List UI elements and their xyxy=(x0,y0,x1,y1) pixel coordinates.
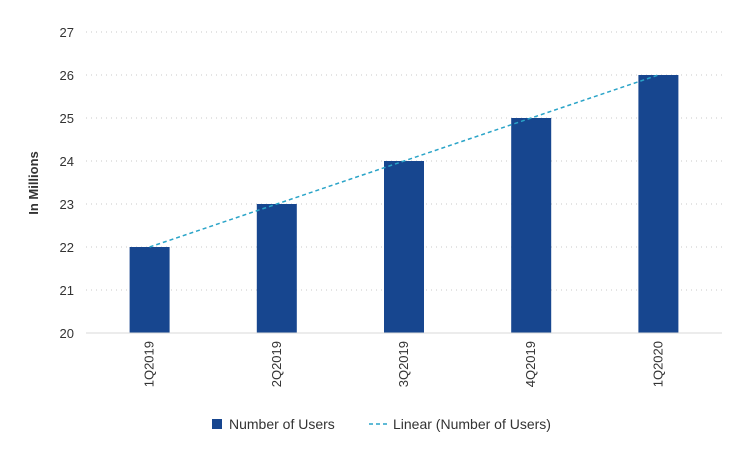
y-tick-label: 27 xyxy=(60,25,74,40)
x-tick-label: 2Q2019 xyxy=(269,341,284,387)
bar-1q2020 xyxy=(638,75,679,333)
x-tick-label: 3Q2019 xyxy=(396,341,411,387)
gridlines xyxy=(86,31,722,291)
bar-4q2019 xyxy=(511,118,552,333)
y-tick-label: 24 xyxy=(60,154,74,169)
bars xyxy=(129,75,679,333)
x-axis-ticks: 1Q2019 2Q2019 3Q2019 4Q2019 1Q2020 xyxy=(142,341,666,387)
legend-label-linear-trend: Linear (Number of Users) xyxy=(393,416,551,432)
bar-3q2019 xyxy=(384,161,424,333)
y-tick-label: 23 xyxy=(60,197,74,212)
legend-swatch-number-of-users xyxy=(212,419,222,429)
y-tick-label: 20 xyxy=(60,326,74,341)
y-axis-title: In Millions xyxy=(26,151,41,215)
y-tick-label: 21 xyxy=(60,283,74,298)
y-tick-label: 22 xyxy=(60,240,74,255)
trendline-path xyxy=(149,74,659,248)
y-tick-label: 26 xyxy=(60,68,74,83)
bar-1q2019 xyxy=(129,247,170,333)
trendline xyxy=(149,74,659,248)
x-tick-label: 4Q2019 xyxy=(523,341,538,387)
legend-label-number-of-users: Number of Users xyxy=(229,416,335,432)
x-tick-label: 1Q2020 xyxy=(650,341,665,387)
y-tick-label: 25 xyxy=(60,111,74,126)
y-axis-ticks: 20 21 22 23 24 25 26 27 xyxy=(60,25,74,341)
legend: Number of Users Linear (Number of Users) xyxy=(212,416,551,432)
x-tick-label: 1Q2019 xyxy=(142,341,157,387)
bar-2q2019 xyxy=(256,204,297,333)
